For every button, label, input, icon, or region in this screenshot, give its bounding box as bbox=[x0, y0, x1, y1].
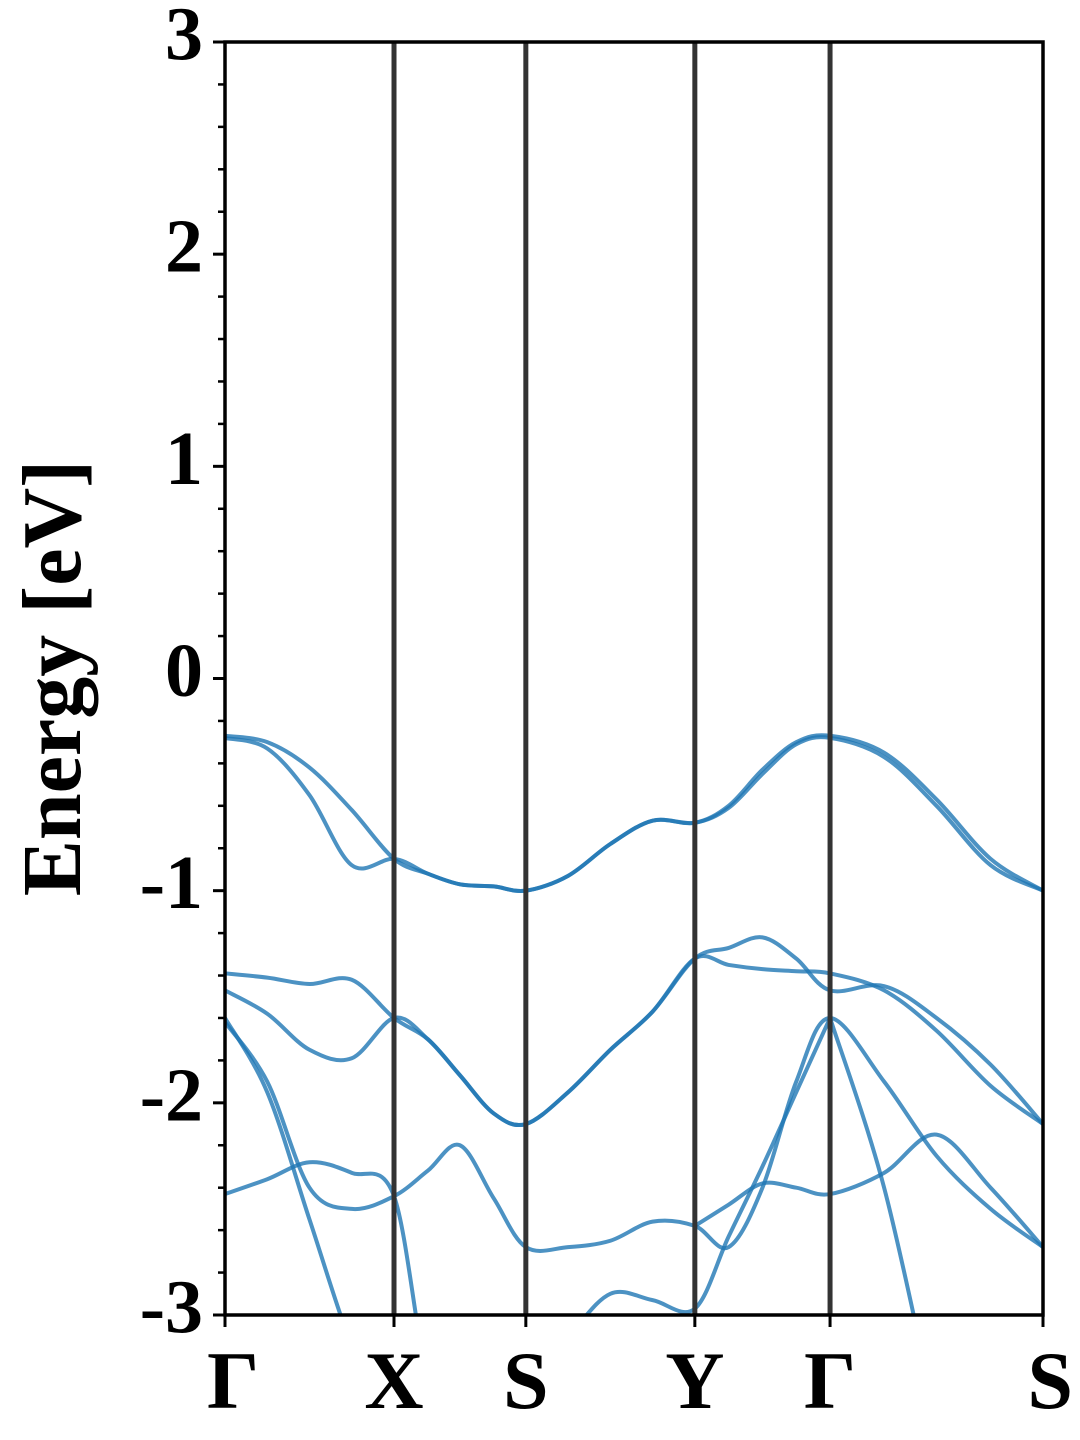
x-tick-label: S bbox=[1027, 1335, 1073, 1426]
band-line bbox=[225, 733, 1043, 894]
band-line bbox=[225, 1017, 832, 1315]
band-line bbox=[693, 1132, 1043, 1249]
y-tick-label: 1 bbox=[165, 417, 203, 501]
band-line bbox=[225, 735, 1043, 894]
band-line bbox=[225, 954, 1043, 1128]
x-tick-label: S bbox=[503, 1335, 549, 1426]
x-tick-label: Γ bbox=[207, 1335, 259, 1426]
y-tick-label: 0 bbox=[165, 629, 203, 713]
axes-frame bbox=[223, 40, 1045, 1317]
x-tick-label: X bbox=[364, 1335, 423, 1426]
y-axis-label: Energy [eV] bbox=[6, 460, 99, 896]
band-line bbox=[225, 1016, 916, 1315]
x-tick-label: Γ bbox=[804, 1335, 856, 1426]
y-tick-label: -3 bbox=[140, 1265, 203, 1349]
y-tick-label: -2 bbox=[140, 1053, 203, 1137]
y-tick-label: 2 bbox=[165, 205, 203, 289]
plot-area bbox=[225, 733, 1043, 1315]
x-tick-label: Y bbox=[665, 1335, 724, 1426]
band-line bbox=[225, 1015, 1043, 1253]
y-tick-label: 3 bbox=[165, 0, 203, 76]
y-tick-label: -1 bbox=[140, 841, 203, 925]
